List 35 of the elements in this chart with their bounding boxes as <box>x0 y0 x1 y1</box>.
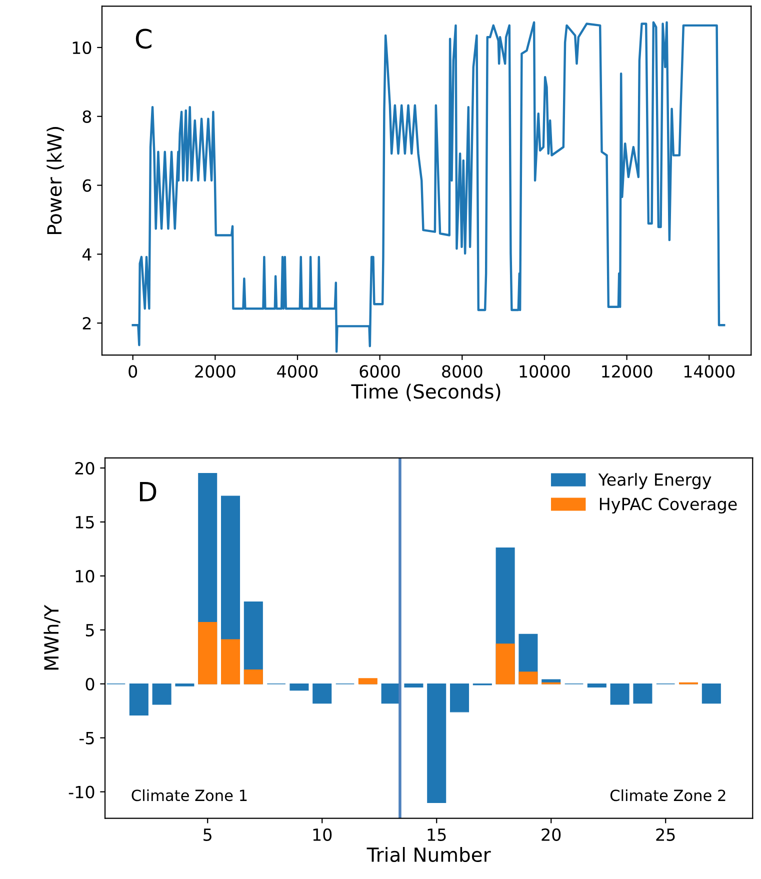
legend-label: Yearly Energy <box>598 472 712 490</box>
x-tick-label: 10000 <box>520 365 570 378</box>
y-axis-title: MWh/Y <box>44 604 60 670</box>
x-tick-label: 8000 <box>442 365 482 378</box>
y-tick-label: 4 <box>82 248 92 261</box>
x-tick-label: 15 <box>428 828 446 841</box>
annotation: Climate Zone 1 <box>132 789 247 802</box>
annotation: Climate Zone 2 <box>610 789 726 802</box>
legend-label: HyPAC Coverage <box>600 498 737 514</box>
y-tick-label: 2 <box>82 317 91 330</box>
y-tick-label: 10 <box>76 570 94 582</box>
x-tick-label: 12000 <box>602 365 652 378</box>
y-tick-label: 10 <box>72 41 92 54</box>
x-tick-label: 20 <box>542 828 561 841</box>
x-tick-label: 10 <box>313 828 332 841</box>
x-tick-label: 2000 <box>195 365 236 378</box>
y-tick-label: 20 <box>75 462 94 475</box>
x-tick-label: 0 <box>128 365 138 378</box>
y-axis-title: Power (kW) <box>46 126 64 234</box>
x-axis-title: Trial Number <box>366 846 491 862</box>
y-tick-label: 0 <box>86 678 94 690</box>
annotation: C <box>136 28 152 49</box>
y-tick-label: 15 <box>76 516 94 529</box>
annotation: D <box>140 482 156 502</box>
y-tick-label: 8 <box>82 110 92 123</box>
x-tick-label: 25 <box>656 828 675 841</box>
x-tick-label: 6000 <box>360 365 400 378</box>
x-tick-label: 14000 <box>684 365 735 378</box>
y-tick-label: 5 <box>86 624 94 636</box>
y-tick-label: 6 <box>82 179 92 192</box>
x-axis-title: Time (Seconds) <box>351 384 500 402</box>
y-tick-label: -10 <box>68 786 94 798</box>
y-tick-label: -5 <box>79 732 94 744</box>
x-tick-label: 5 <box>204 828 212 841</box>
x-tick-label: 4000 <box>277 365 318 378</box>
